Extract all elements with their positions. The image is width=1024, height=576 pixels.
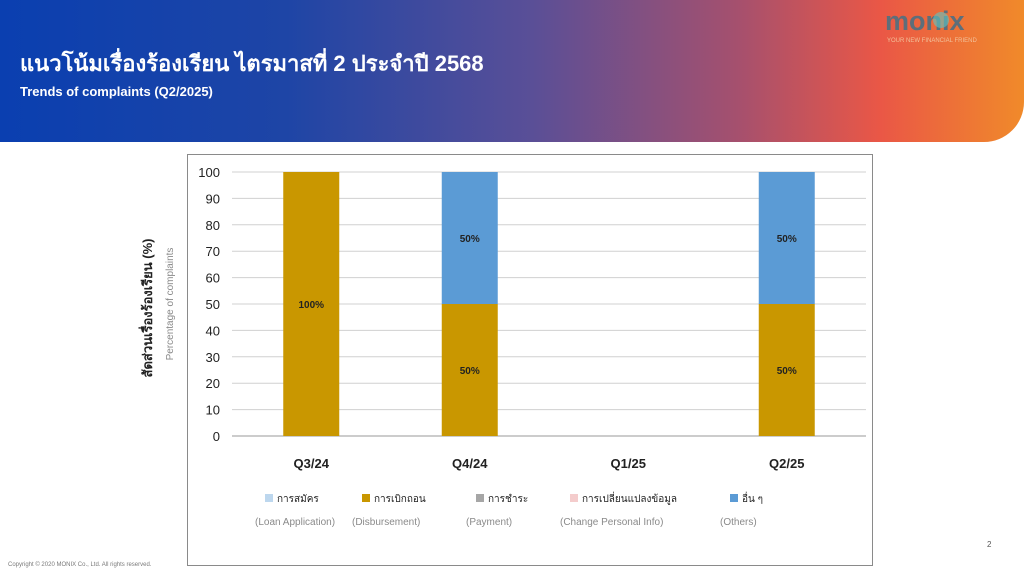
legend-swatch: [476, 494, 484, 502]
y-tick-label: 30: [206, 350, 220, 365]
x-tick-label: Q2/25: [769, 456, 804, 471]
copyright: Copyright © 2020 MONIX Co., Ltd. All rig…: [8, 562, 152, 568]
bars: 100% 50% 50% 50% 50%: [283, 172, 815, 436]
x-tick-label: Q1/25: [611, 456, 646, 471]
logo: monix YOUR NEW FINANCIAL FRIEND: [885, 6, 977, 44]
bar-segment: [283, 172, 340, 436]
y-tick-label: 0: [213, 429, 220, 444]
x-tick-label: Q4/24: [452, 456, 488, 471]
legend-label: การสมัคร: [277, 494, 319, 505]
legend-label: การเปลี่ยนแปลงข้อมูล: [582, 491, 677, 505]
y-tick-label: 70: [206, 244, 220, 259]
y-tick-label: 40: [206, 323, 220, 338]
logo-tagline: YOUR NEW FINANCIAL FRIEND: [887, 38, 977, 44]
y-tick-label: 60: [206, 271, 220, 286]
x-tick-label: Q3/24: [294, 456, 330, 471]
y-axis-ticks: 0 10 20 30 40 50 60 70 80 90 100: [198, 165, 220, 444]
logo-accent-dot: [933, 12, 949, 28]
y-axis-label-th: สัดส่วนเรื่องร้องเรียน (%): [138, 239, 155, 378]
y-axis-label-en: Percentage of complaints: [165, 248, 176, 361]
legend-swatch: [265, 494, 273, 502]
legend-swatch: [570, 494, 578, 502]
data-label: 50%: [460, 366, 480, 377]
bar-segment: [758, 172, 815, 304]
data-label: 100%: [298, 300, 324, 311]
page-title: แนวโน้มเรื่องร้องเรียน ไตรมาสที่ 2 ประจำ…: [20, 51, 484, 76]
legend-label-en: (Payment): [466, 517, 512, 528]
y-tick-label: 90: [206, 191, 220, 206]
y-tick-label: 20: [206, 376, 220, 391]
legend-swatch: [362, 494, 370, 502]
bar-segment: [441, 304, 498, 436]
y-tick-label: 50: [206, 297, 220, 312]
y-tick-label: 80: [206, 218, 220, 233]
data-label: 50%: [777, 234, 797, 245]
page-subtitle: Trends of complaints (Q2/2025): [20, 84, 213, 99]
legend: การสมัคร (Loan Application) การเบิกถอน (Dis…: [255, 491, 763, 528]
legend-label: การชำระ: [488, 494, 528, 505]
legend-label-en: (Loan Application): [255, 517, 335, 528]
y-tick-label: 100: [198, 165, 220, 180]
bar-segment: [441, 172, 498, 304]
legend-label: การเบิกถอน: [374, 494, 426, 505]
x-axis-ticks: Q3/24 Q4/24 Q1/25 Q2/25: [294, 456, 805, 471]
data-label: 50%: [460, 234, 480, 245]
data-label: 50%: [777, 366, 797, 377]
y-tick-label: 10: [206, 403, 220, 418]
legend-label: อื่น ๆ: [742, 491, 763, 505]
page-number: 2: [987, 540, 992, 549]
bar-segment: [758, 304, 815, 436]
legend-swatch: [730, 494, 738, 502]
legend-label-en: (Others): [720, 517, 757, 528]
legend-label-en: (Change Personal Info): [560, 517, 663, 528]
logo-text: monix: [885, 6, 965, 36]
legend-label-en: (Disbursement): [352, 517, 420, 528]
chart-frame: [187, 154, 873, 566]
header-banner: [0, 0, 1024, 142]
